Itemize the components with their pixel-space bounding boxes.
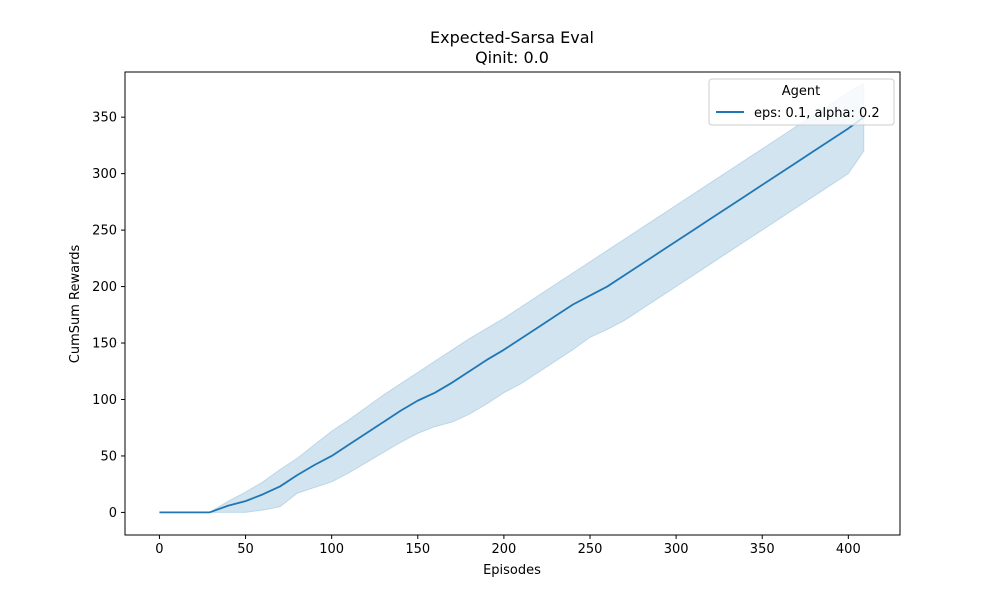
x-tick-label: 400 [836,542,861,557]
legend-entry-label: eps: 0.1, alpha: 0.2 [754,106,880,121]
y-axis: 0 50 100 150 200 250 300 350 [92,111,125,521]
legend-box [708,78,895,126]
chart-subtitle: Qinit: 0.0 [475,48,549,67]
legend-title: Agent [782,84,820,99]
x-tick-label: 0 [155,542,163,557]
y-tick-label: 200 [92,280,117,295]
y-axis-label: CumSum Rewards [68,245,83,364]
y-tick-label: 350 [92,111,117,126]
chart-title: Expected-Sarsa Eval [430,28,594,47]
series-0-line [159,116,865,514]
x-tick-label: 350 [750,542,775,557]
y-tick-label: 0 [109,506,117,521]
x-tick-label: 150 [405,542,430,557]
x-tick-label: 250 [578,542,603,557]
x-tick-label: 50 [237,542,254,557]
plot-area [159,82,865,514]
x-tick-label: 100 [319,542,344,557]
x-tick-label: 300 [664,542,689,557]
x-tick-label: 200 [491,542,516,557]
y-tick-label: 100 [92,393,117,408]
legend: Agent eps: 0.1, alpha: 0.2 [708,78,895,126]
y-tick-label: 250 [92,224,117,239]
y-tick-label: 150 [92,337,117,352]
y-tick-label: 50 [100,449,117,464]
y-tick-label: 300 [92,167,117,182]
series-0-confidence-band [159,82,865,513]
x-axis: 0 50 100 150 200 250 300 350 400 [155,535,861,557]
x-axis-label: Episodes [483,563,541,578]
plot-frame [124,71,901,536]
